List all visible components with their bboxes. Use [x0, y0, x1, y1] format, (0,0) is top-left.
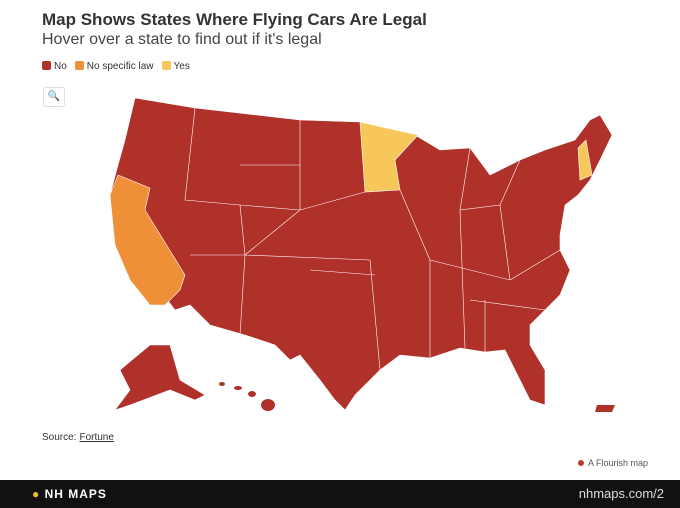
- state-region[interactable]: [577, 139, 593, 181]
- legend-label: No specific law: [86, 61, 154, 72]
- legend-item[interactable]: No specific law: [74, 61, 154, 72]
- legend-label: No: [54, 61, 67, 72]
- title: Map Shows States Where Flying Cars Are L…: [42, 10, 427, 29]
- brand-text: NH MAPS: [44, 487, 107, 501]
- state-region[interactable]: [109, 174, 186, 306]
- legend-swatch: [42, 61, 51, 70]
- brand: ● NH MAPS: [32, 487, 107, 501]
- legend-swatch: [161, 61, 171, 70]
- state-region[interactable]: [114, 344, 206, 411]
- subtitle: Hover over a state to find out if it's l…: [42, 31, 322, 48]
- legend: No No specific law Yes: [42, 61, 190, 72]
- url: nhmaps.com/2: [578, 486, 664, 501]
- state-borders: [184, 107, 561, 371]
- legend-label: Yes: [173, 61, 190, 72]
- state-region[interactable]: [359, 121, 419, 193]
- legend-swatch: [74, 61, 84, 70]
- state-region[interactable]: [109, 97, 613, 411]
- source-label: Source:: [42, 432, 77, 443]
- state-region[interactable]: [595, 405, 615, 412]
- legend-item[interactable]: Yes: [161, 61, 190, 72]
- footer: ● NH MAPS nhmaps.com/2: [0, 480, 680, 508]
- legend-item[interactable]: No: [42, 61, 67, 72]
- search-button[interactable]: 🔍: [43, 87, 65, 107]
- credit[interactable]: A Flourish map: [578, 458, 648, 468]
- state-region[interactable]: [219, 382, 275, 411]
- source-link[interactable]: Fortune: [79, 432, 114, 443]
- source: Source: Fortune: [42, 432, 114, 443]
- map: [109, 97, 615, 412]
